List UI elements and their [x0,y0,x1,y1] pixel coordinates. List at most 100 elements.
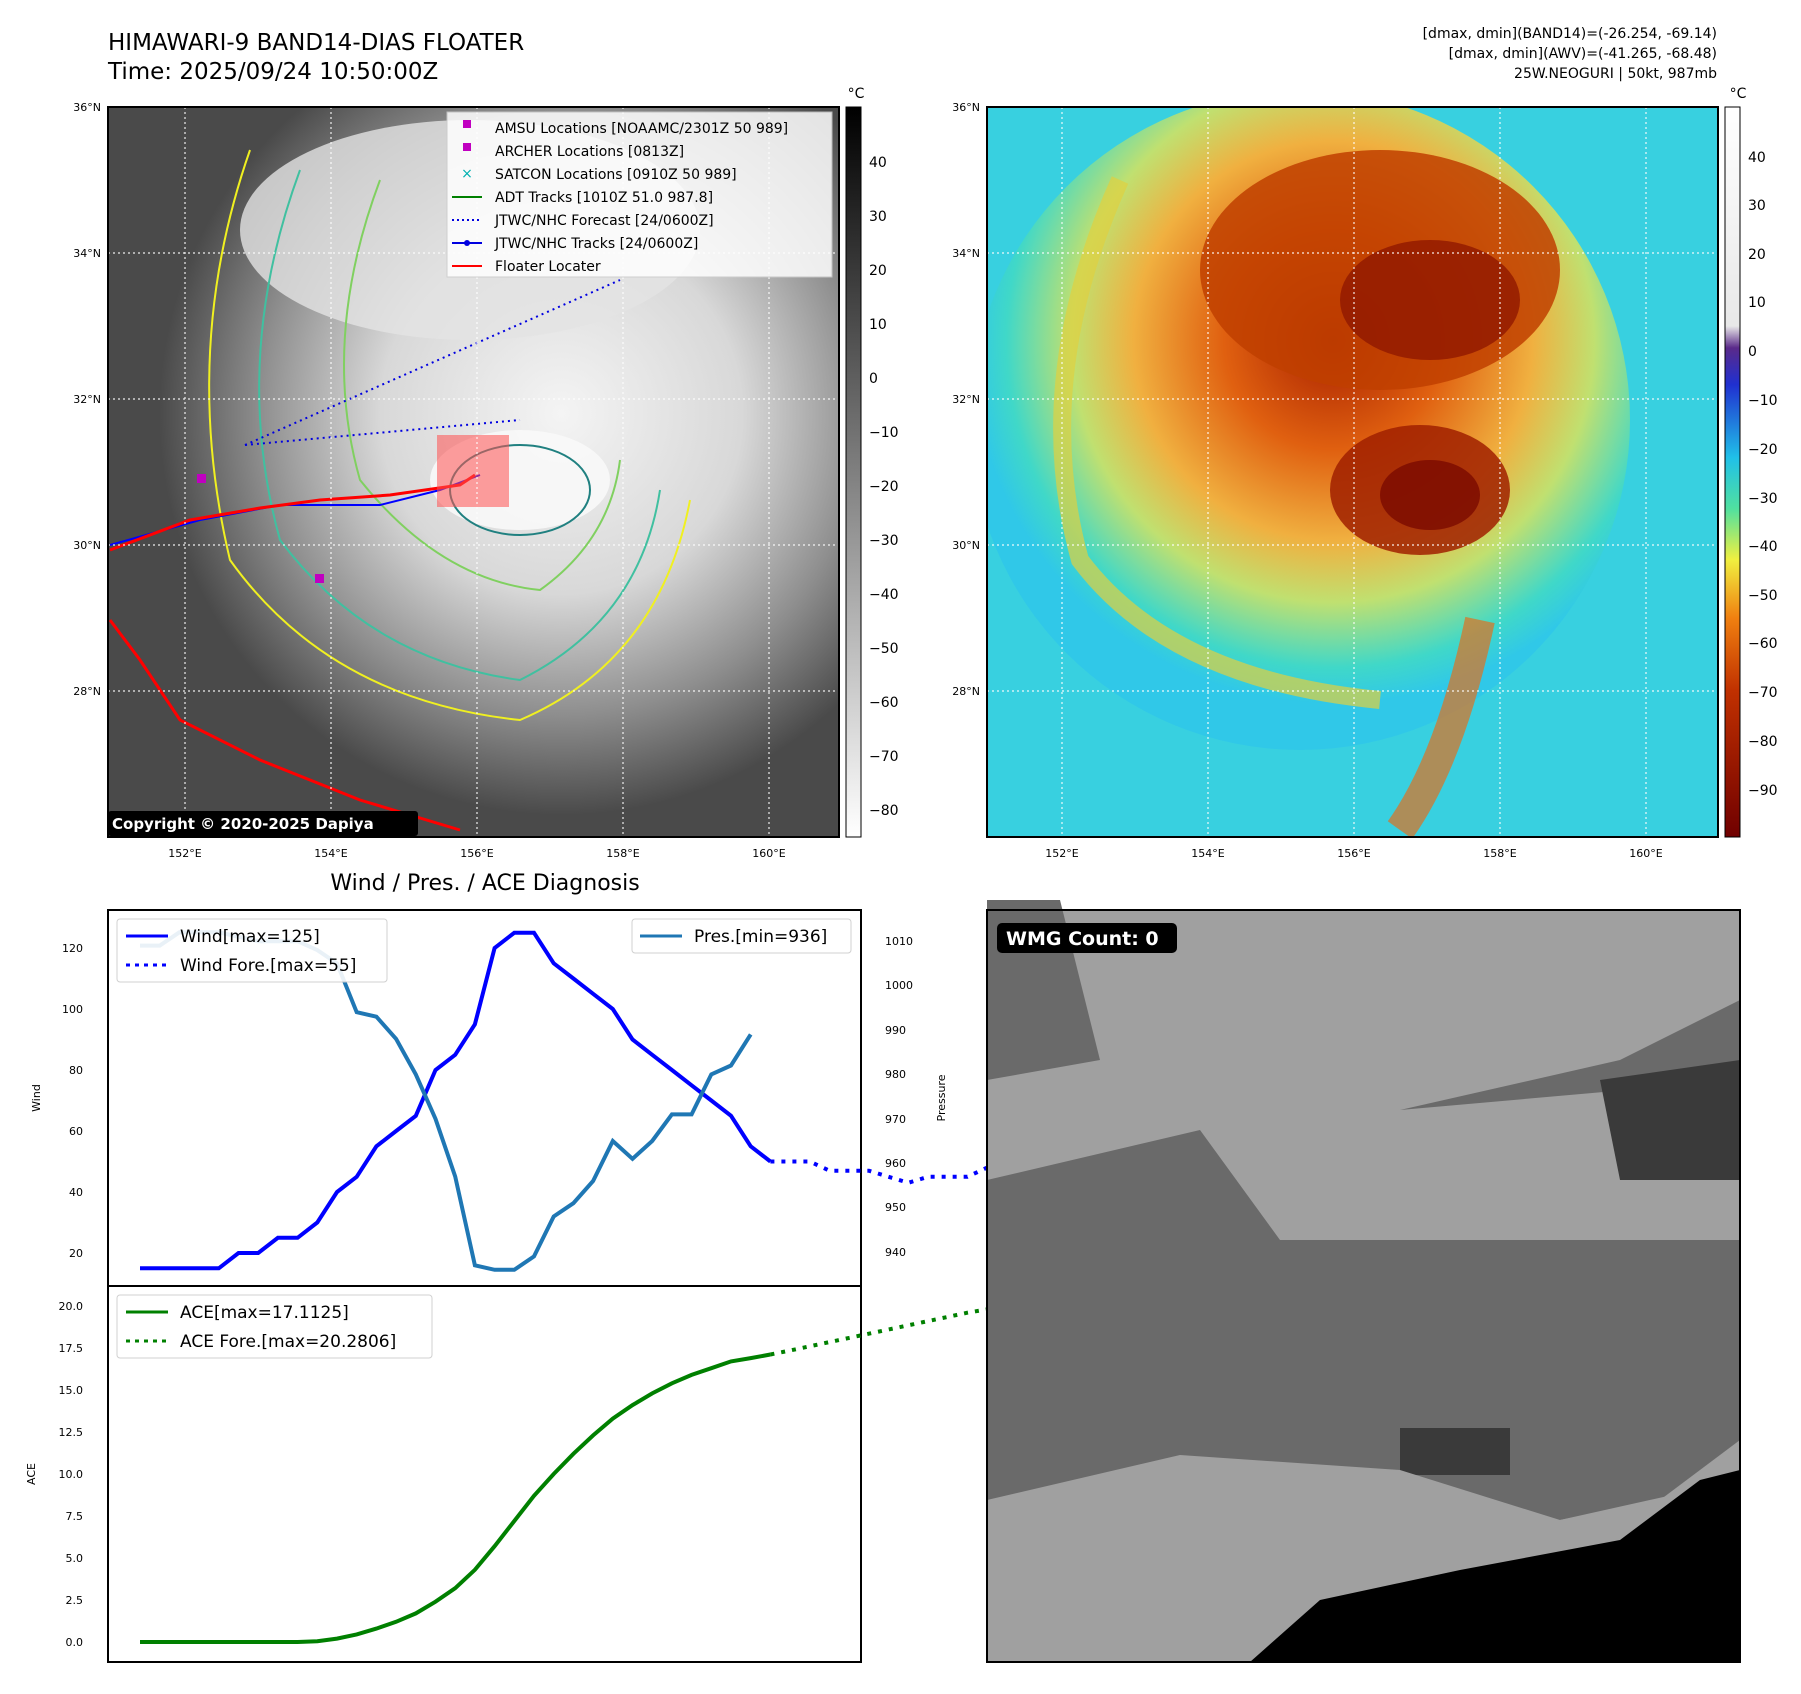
ace-series-layer [140,1299,1067,1644]
amsu-marker [315,574,324,583]
legend-amsu: AMSU Locations [NOAAMC/2301Z 50 989] [495,121,788,137]
cb-tick: −80 [869,803,899,819]
contour-green [343,179,621,592]
north-coldest-tops [1340,240,1520,360]
pres-tick: 1010 [885,935,913,948]
color-colorbar-ticks: 40 30 20 10 0 −10 −20 −30 −40 −50 −60 −7… [1748,150,1778,799]
map-legend: AMSU Locations [NOAAMC/2301Z 50 989] ARC… [446,111,833,278]
cb-tick: −30 [1748,491,1778,507]
cb-tick: −70 [869,749,899,765]
forecast-track-1 [244,279,621,446]
left-lat-ticks: 36°N 34°N 32°N 30°N 28°N [73,101,101,698]
cb-tick: −80 [1748,734,1778,750]
gray-colorbar [845,106,862,838]
legend-adt: ADT Tracks [1010Z 51.0 987.8] [495,190,713,206]
legend-wind-label: Wind[max=125] [180,927,320,947]
cb-tick: −10 [1748,393,1778,409]
legend-ace-label: ACE[max=17.1125] [180,1303,349,1323]
wind-tick: 60 [69,1125,83,1138]
figure-title-line1: HIMAWARI-9 BAND14-DIAS FLOATER [108,30,524,56]
ace-tick: 5.0 [66,1552,84,1565]
copyright-box [108,811,418,836]
diagnosis-title: Wind / Pres. / ACE Diagnosis [330,871,639,896]
right-lat-ticks: 36°N 34°N 32°N 30°N 28°N [952,101,980,698]
contour-teal [258,169,661,682]
cb-tick: −20 [1748,442,1778,458]
core-coldest [1380,460,1480,530]
legend-tracks-dot [464,240,470,246]
wind-tick: 40 [69,1186,83,1199]
cb-tick: 30 [1748,198,1766,214]
color-colorbar-unit: °C [1730,86,1747,102]
lon-tick: 158°E [606,847,639,860]
ace-tick: 20.0 [59,1300,84,1313]
ace-legend: ACE[max=17.1125] ACE Fore.[max=20.2806] [116,1294,433,1359]
legend-floater: Floater Locater [495,259,601,275]
ace-tick: 2.5 [66,1594,84,1607]
lat-tick: 34°N [73,247,101,260]
lat-tick: 34°N [952,247,980,260]
cb-tick: 10 [869,317,887,333]
cb-tick: −90 [1748,783,1778,799]
wmg-black-region [1250,1470,1740,1662]
wmg-dark-patch [1400,1428,1510,1475]
wmg-darkest-right [1600,1060,1740,1180]
legend-ace-fore-label: ACE Fore.[max=20.2806] [180,1332,396,1352]
cb-tick: −70 [1748,685,1778,701]
cb-tick: −60 [869,695,899,711]
pres-tick: 980 [885,1068,906,1081]
pres-tick: 1000 [885,979,913,992]
pressure-ticks: 940 950 960 970 980 990 1000 1010 [885,935,913,1259]
lat-tick: 32°N [952,393,980,406]
wmg-panel: WMG Count: 0 [986,900,1741,1663]
legend-archer-marker [463,143,471,151]
right-lon-ticks: 152°E 154°E 156°E 158°E 160°E [1045,847,1662,860]
cb-tick: 30 [869,209,887,225]
legend-forecast: JTWC/NHC Forecast [24/0600Z] [494,213,714,229]
wind-tick: 80 [69,1064,83,1077]
left-map-frame [107,106,840,838]
lon-tick: 152°E [168,847,201,860]
pres-tick: 970 [885,1113,906,1126]
cb-tick: 40 [1748,150,1766,166]
pres-tick: 940 [885,1246,906,1259]
pres-tick: 950 [885,1201,906,1214]
ace-line [140,1352,771,1644]
cb-tick: −40 [1748,539,1778,555]
wind-axis-label: Wind [30,1084,43,1112]
ace-tick: 12.5 [59,1426,84,1439]
ace-tick: 0.0 [66,1636,84,1649]
ace-tick: 7.5 [66,1510,84,1523]
ir-color-map: 36°N 34°N 32°N 30°N 28°N 152°E 154°E 156… [952,86,1777,860]
wind-ticks: 20 40 60 80 100 120 [62,942,83,1260]
cb-tick: −40 [869,587,899,603]
lat-tick: 30°N [73,539,101,552]
legend-archer: ARCHER Locations [0813Z] [495,144,684,160]
lon-tick: 160°E [1629,847,1662,860]
legend-wind-fore-label: Wind Fore.[max=55] [180,956,356,976]
info-line3: 25W.NEOGURI | 50kt, 987mb [1514,66,1717,82]
lat-tick: 36°N [73,101,101,114]
cb-tick: 10 [1748,295,1766,311]
cb-tick: −50 [1748,588,1778,604]
lon-tick: 154°E [314,847,347,860]
cb-tick: −60 [1748,636,1778,652]
info-line2: [dmax, dmin](AWV)=(-41.265, -68.48) [1449,46,1717,62]
outer-band [1053,176,1381,709]
right-map-grid [987,107,1718,837]
legend-amsu-marker [463,120,471,128]
wind-tick: 20 [69,1247,83,1260]
cb-tick: 0 [869,371,878,387]
figure-title-line2: Time: 2025/09/24 10:50:00Z [107,59,438,85]
wind-tick: 100 [62,1003,83,1016]
ace-axis-label: ACE [25,1463,38,1485]
floater-track-south [108,619,461,832]
color-colorbar [1724,106,1741,838]
right-map-frame [986,106,1719,838]
wmg-frame [986,909,1741,1663]
gray-colorbar-unit: °C [848,86,865,102]
ace-tick: 15.0 [59,1384,84,1397]
cb-tick: 40 [869,155,887,171]
pres-tick: 990 [885,1024,906,1037]
